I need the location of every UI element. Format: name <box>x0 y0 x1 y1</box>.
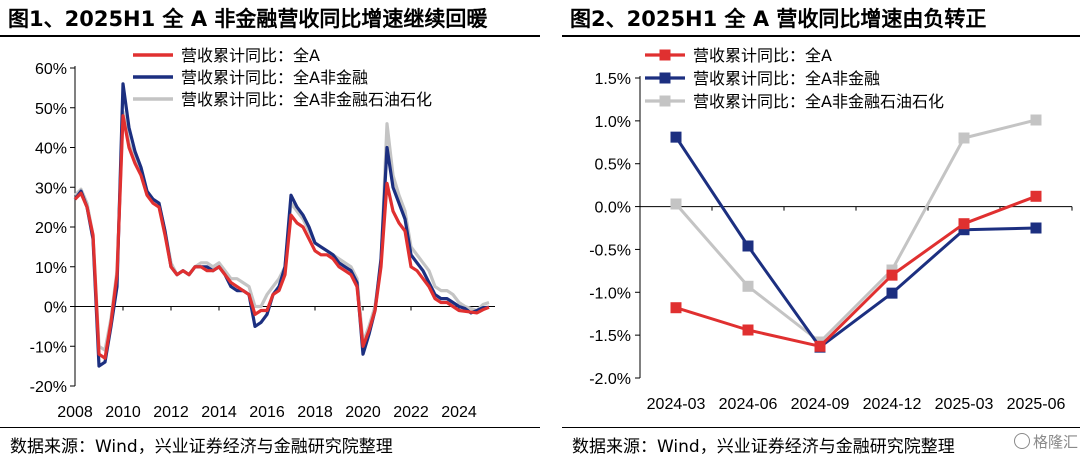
y-tick-label: 0% <box>44 300 67 317</box>
y-tick-label: 40% <box>35 141 67 158</box>
y-tick-label: 30% <box>35 180 67 197</box>
series-1-point <box>670 302 682 314</box>
x-tick-label: 2022 <box>393 404 429 421</box>
series-line-3 <box>674 118 1037 344</box>
y-tick-label: -20% <box>30 379 67 396</box>
watermark-logo-icon <box>1013 433 1030 449</box>
series-2-point <box>742 240 754 252</box>
series-3-point <box>670 198 682 210</box>
series-line-1 <box>675 194 1037 348</box>
y-tick-label: 10% <box>35 260 67 277</box>
x-tick-label: 2008 <box>57 404 93 421</box>
line-chart-1: 60% 50% 40% 30% 20% 10% 0% -10% -20% 2008 2010 2012… <box>30 46 495 421</box>
x-tick-label: 2024-09 <box>791 396 850 413</box>
series-line-2 <box>73 82 490 368</box>
footer-rule-2 <box>562 427 1080 428</box>
series-line-2 <box>674 136 1037 349</box>
watermark: 格隆汇 <box>1013 431 1078 452</box>
series-1-point <box>814 340 826 352</box>
x-tick-label: 2024-06 <box>719 396 778 413</box>
series-line-1 <box>73 114 490 360</box>
x-tick-label: 2014 <box>201 404 237 421</box>
legend-marker-1 <box>659 49 671 61</box>
x-tick-label: 2024-03 <box>647 396 706 413</box>
x-tick-label: 2012 <box>153 404 189 421</box>
series-3-point <box>742 280 754 292</box>
legend-marker-3 <box>659 95 671 107</box>
y-tick-label: 1.5% <box>595 71 631 88</box>
series-2-point <box>670 131 682 143</box>
series-1-point <box>886 269 898 281</box>
y-tick-label: 60% <box>35 61 67 78</box>
x-tick-label: 2024 <box>441 404 477 421</box>
line-chart-2: 1.5% 1.0% 0.5% 0.0% -0.5% -1.0% -1.5% -2.0% 2024… <box>589 46 1073 413</box>
y-tick-label: 0.0% <box>595 200 631 217</box>
y-tick-label: 20% <box>35 220 67 237</box>
y-tick-label: -0.5% <box>589 242 631 259</box>
y-tick-label: -2.0% <box>589 371 631 388</box>
y-tick-label: -1.5% <box>589 328 631 345</box>
x-tick-label: 2010 <box>105 404 141 421</box>
legend-label-2: 营收累计同比：全A非金融 <box>693 69 880 88</box>
series-1-point <box>742 324 754 336</box>
source-note-2: 数据来源：Wind，兴业证券经济与金融研究院整理 <box>572 437 955 457</box>
series-1-point <box>1030 190 1042 202</box>
series-2-point <box>1030 222 1042 234</box>
x-tick-label: 2025-06 <box>1007 396 1066 413</box>
series-3-point <box>958 132 970 144</box>
y-tick-label: 0.5% <box>595 157 631 174</box>
series-2-point <box>886 287 898 299</box>
legend-label-1: 营收累计同比：全A <box>181 46 320 65</box>
y-tick-label: -10% <box>30 339 67 356</box>
footer-rule-1 <box>0 427 540 428</box>
chart-panel-1: 图1、2025H1 全 A 非金融营收同比增速继续回暖 60% 50% 40% 30%… <box>0 7 540 457</box>
y-tick-label: 1.0% <box>595 114 631 131</box>
title-rule-2 <box>562 35 1080 37</box>
y-tick-label: -1.0% <box>589 285 631 302</box>
x-tick-label: 2020 <box>345 404 381 421</box>
x-tick-label: 2018 <box>297 404 333 421</box>
title-rule-1 <box>0 35 540 37</box>
watermark-text: 格隆汇 <box>1032 433 1078 451</box>
y-tick-label: 50% <box>35 101 67 118</box>
series-2-point <box>958 224 970 236</box>
x-tick-label: 2024-12 <box>863 396 922 413</box>
series-3-point <box>1030 114 1042 126</box>
legend-label-3: 营收累计同比：全A非金融石油石化 <box>693 92 944 111</box>
source-note-1: 数据来源：Wind，兴业证券经济与金融研究院整理 <box>10 437 393 457</box>
chart-title-2: 图2、2025H1 全 A 营收同比增速由负转正 <box>570 7 987 31</box>
chart-panel-2: 图2、2025H1 全 A 营收同比增速由负转正 1.5% 1.0% 0.5% 0.0… <box>562 0 1080 458</box>
series-line-3 <box>73 110 490 352</box>
legend-label-2: 营收累计同比：全A非金融 <box>181 68 368 87</box>
series-1-point <box>958 218 970 230</box>
legend-marker-2 <box>659 72 671 84</box>
x-tick-label: 2016 <box>249 404 285 421</box>
x-tick-label: 2025-03 <box>935 396 994 413</box>
chart-title-1: 图1、2025H1 全 A 非金融营收同比增速继续回暖 <box>8 7 488 31</box>
legend-label-1: 营收累计同比：全A <box>693 46 832 65</box>
legend-label-3: 营收累计同比：全A非金融石油石化 <box>181 90 432 109</box>
